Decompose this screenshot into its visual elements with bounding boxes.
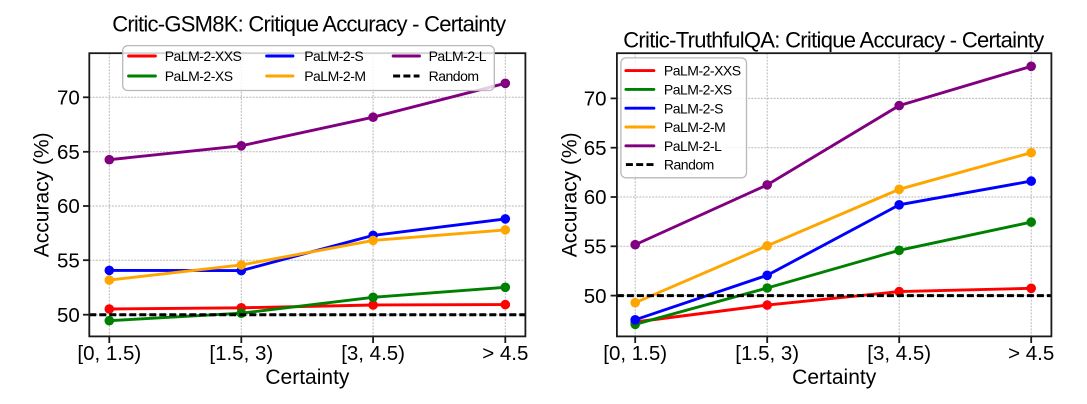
- svg-text:55: 55: [584, 236, 607, 259]
- svg-text:Accuracy (%): Accuracy (%): [558, 132, 581, 257]
- svg-text:PaLM-2-XS: PaLM-2-XS: [664, 82, 732, 98]
- svg-text:70: 70: [57, 87, 80, 110]
- svg-text:60: 60: [57, 195, 80, 218]
- svg-text:PaLM-2-M: PaLM-2-M: [304, 68, 365, 84]
- svg-text:Random: Random: [664, 157, 714, 173]
- svg-text:PaLM-2-XXS: PaLM-2-XXS: [165, 48, 242, 64]
- svg-text:[1.5, 3): [1.5, 3): [735, 342, 799, 365]
- svg-text:55: 55: [57, 249, 80, 272]
- svg-text:50: 50: [57, 304, 80, 327]
- svg-text:65: 65: [584, 137, 607, 160]
- svg-text:PaLM-2-L: PaLM-2-L: [664, 138, 722, 154]
- svg-text:50: 50: [584, 285, 607, 308]
- svg-text:[1.5, 3): [1.5, 3): [209, 342, 273, 365]
- svg-text:Random: Random: [429, 68, 479, 84]
- svg-text:[3, 4.5): [3, 4.5): [341, 342, 405, 365]
- svg-text:60: 60: [584, 186, 607, 209]
- svg-text:PaLM-2-M: PaLM-2-M: [664, 119, 725, 135]
- svg-text:[0, 1.5): [0, 1.5): [603, 342, 667, 365]
- svg-text:[3, 4.5): [3, 4.5): [867, 342, 931, 365]
- svg-text:PaLM-2-L: PaLM-2-L: [429, 48, 487, 64]
- svg-text:Certainty: Certainty: [792, 366, 877, 389]
- svg-text:65: 65: [57, 141, 80, 164]
- svg-text:Certainty: Certainty: [265, 366, 350, 389]
- svg-text:[0, 1.5): [0, 1.5): [77, 342, 141, 365]
- svg-text:PaLM-2-XS: PaLM-2-XS: [165, 68, 233, 84]
- svg-text:PaLM-2-XXS: PaLM-2-XXS: [664, 63, 741, 79]
- svg-text:Accuracy (%): Accuracy (%): [31, 132, 54, 257]
- svg-text:70: 70: [584, 88, 607, 111]
- svg-text:Critic-TruthfulQA: Critique Ac: Critic-TruthfulQA: Critique Accuracy - C…: [623, 27, 1044, 52]
- svg-text:Critic-GSM8K: Critique Accurac: Critic-GSM8K: Critique Accuracy - Certai…: [112, 12, 506, 37]
- svg-text:PaLM-2-S: PaLM-2-S: [304, 48, 363, 64]
- svg-text:> 4.5: > 4.5: [482, 342, 528, 365]
- svg-text:> 4.5: > 4.5: [1008, 342, 1054, 365]
- svg-text:PaLM-2-S: PaLM-2-S: [664, 100, 723, 116]
